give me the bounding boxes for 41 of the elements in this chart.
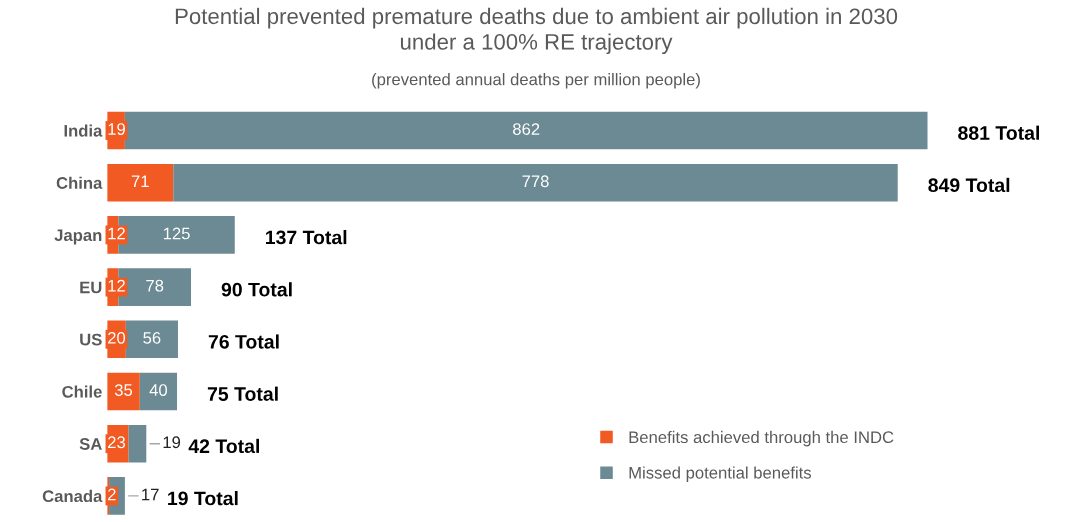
data-label: 23 <box>108 436 126 449</box>
y-tick-label: Japan <box>54 229 102 245</box>
data-label: 862 <box>513 123 540 135</box>
data-label: 19 <box>163 436 181 449</box>
bar <box>107 163 174 202</box>
total-label: 19 Total <box>168 491 238 506</box>
data-label: 12 <box>108 227 125 240</box>
data-label: 40 <box>149 384 168 396</box>
y-tick-label: SA <box>79 438 102 450</box>
data-label: 71 <box>131 175 149 188</box>
y-tick-label: EU <box>80 281 102 294</box>
total-label: 849 Total <box>928 177 1010 193</box>
bar <box>139 372 178 411</box>
bar <box>124 111 928 150</box>
bar <box>173 163 898 202</box>
data-label: 2 <box>108 488 116 501</box>
data-label: 56 <box>143 331 161 344</box>
data-label: 78 <box>146 279 164 292</box>
total-label: 137 Total <box>266 230 347 245</box>
bar <box>128 424 147 463</box>
data-label: 20 <box>108 331 126 344</box>
data-label: 17 <box>142 488 159 501</box>
total-label: 881 Total <box>958 125 1039 140</box>
data-label: 19 <box>108 123 125 135</box>
total-label: 75 Total <box>207 386 278 401</box>
chart-title: Potential prevented premature deaths due to ambient air pollution in 2030 under a 100% RE trajectory <box>175 7 898 55</box>
y-tick-label: US <box>80 333 102 346</box>
total-label: 42 Total <box>188 438 259 454</box>
y-tick-label: China <box>56 176 103 189</box>
chart-subtitle: (prevented annual deaths per million people) <box>372 73 700 89</box>
data-label: 778 <box>522 175 549 188</box>
y-tick-label: Canada <box>42 489 103 503</box>
legend-label: Missed potential benefits <box>629 466 812 482</box>
y-tick-label: India <box>64 124 103 137</box>
bar <box>107 372 140 411</box>
data-label: 125 <box>163 227 190 240</box>
total-label: 76 Total <box>208 334 279 349</box>
legend-label: Benefits achieved through the INDC <box>629 430 894 447</box>
data-label: 35 <box>114 384 133 396</box>
y-tick-label: Chile <box>62 385 102 398</box>
total-label: 90 Total <box>221 282 292 297</box>
